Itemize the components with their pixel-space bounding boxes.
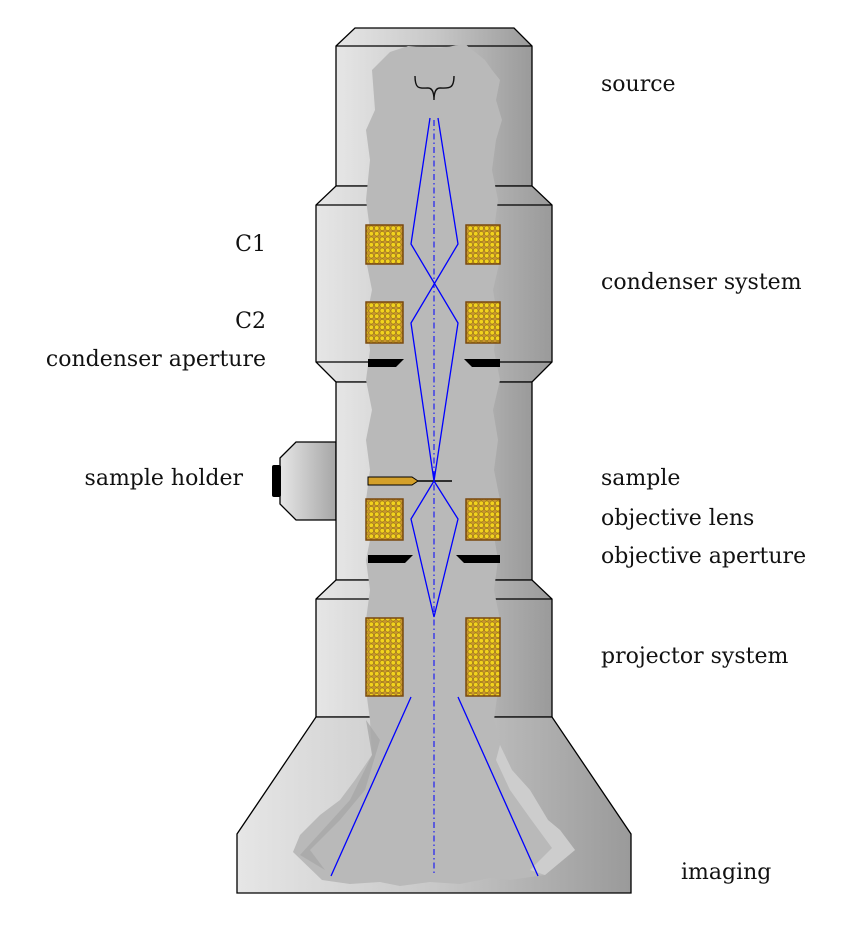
c2-coil-right (465, 301, 501, 344)
c2-coil-left (365, 301, 404, 344)
label-c2: C2 (235, 309, 266, 334)
label-condenser-system: condenser system (601, 270, 802, 295)
cutaway-interior (293, 44, 575, 886)
objective-aperture-right (456, 555, 500, 563)
label-objective-lens: objective lens (601, 506, 755, 531)
source-cathode (414, 75, 455, 101)
label-c1: C1 (235, 232, 266, 257)
condenser-aperture-right (464, 359, 500, 367)
label-objective-aperture: objective aperture (601, 544, 807, 569)
objective-coil-right (465, 498, 501, 541)
sample-holder-port (272, 441, 337, 521)
label-sample-holder: sample holder (84, 466, 243, 491)
label-sample: sample (601, 466, 681, 491)
c1-coil-right (465, 224, 501, 265)
electron-beam (330, 117, 539, 877)
condenser-aperture-left (368, 359, 404, 367)
label-source: source (601, 72, 676, 97)
objective-aperture-left (368, 555, 413, 563)
label-projector-system: projector system (601, 644, 789, 669)
lens-coils (365, 224, 501, 697)
objective-coil-left (365, 498, 404, 541)
c1-coil-left (365, 224, 404, 265)
label-imaging: imaging (681, 860, 772, 885)
label-condenser-aperture: condenser aperture (45, 347, 266, 372)
projector-coil-right (465, 617, 501, 697)
apertures (368, 359, 500, 563)
projector-coil-left (365, 617, 404, 697)
sample-holder-rod (367, 476, 452, 486)
